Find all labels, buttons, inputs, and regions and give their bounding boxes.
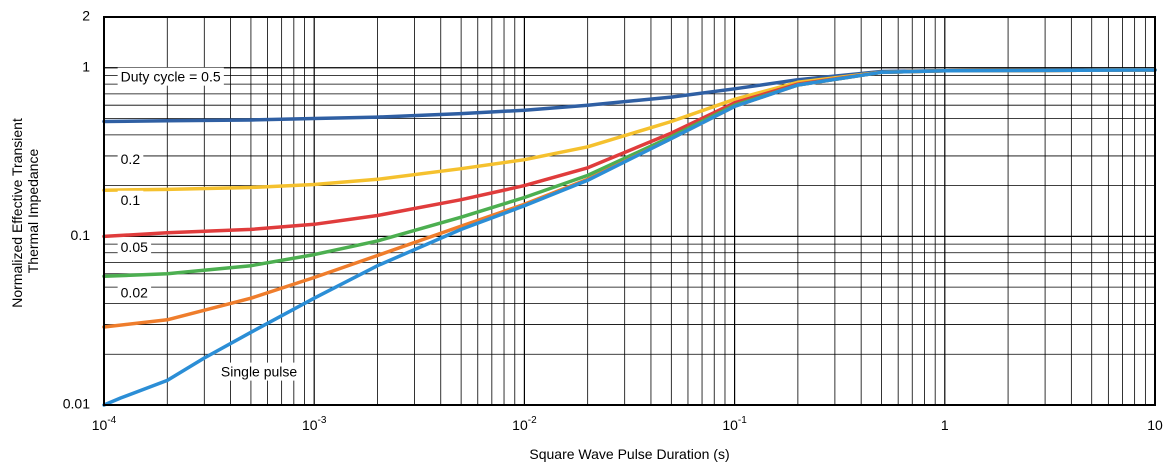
y-tick-label: 0.01 <box>63 396 90 412</box>
x-tick-labels: 10-4 10-3 10-2 10-1 1 10 <box>92 415 1163 433</box>
y-axis-title: Normalized Effective Transient Thermal I… <box>9 114 41 308</box>
series-label-0: Duty cycle = 0.5 <box>121 69 221 85</box>
series-label-5: Single pulse <box>221 364 297 380</box>
series-lines <box>102 68 1157 407</box>
y-tick-label: 2 <box>82 8 90 24</box>
series-label-1: 0.2 <box>121 151 141 167</box>
plot-frame <box>103 16 1156 406</box>
x-tick-label: 10 <box>1147 417 1163 433</box>
x-tick-label: 10-3 <box>302 415 327 433</box>
x-axis-title: Square Wave Pulse Duration (s) <box>529 446 729 462</box>
series-label-2: 0.1 <box>121 192 141 208</box>
y-axis-title-line-2: Thermal Impedance <box>25 149 41 274</box>
series-label-bg-4 <box>117 283 152 302</box>
series-label-3: 0.05 <box>121 239 148 255</box>
series-line-0 <box>102 68 1157 124</box>
x-tick-label: 1 <box>941 417 949 433</box>
y-tick-labels: 0.01 0.1 1 2 <box>63 8 90 412</box>
x-tick-label: 10-4 <box>92 415 117 433</box>
series-label-4: 0.02 <box>121 285 148 301</box>
series-line-5 <box>102 68 1157 407</box>
series-line-4 <box>102 68 1157 329</box>
grid-lines <box>104 17 1155 405</box>
series-label-bg-3 <box>117 237 152 256</box>
series-line-1 <box>102 68 1157 192</box>
series-label-bg-2 <box>117 190 144 209</box>
y-axis-title-line-1: Normalized Effective Transient <box>9 118 25 308</box>
x-tick-label: 10-2 <box>512 415 537 433</box>
series-label-bg-5 <box>217 362 301 381</box>
y-tick-label: 0.1 <box>71 227 91 243</box>
y-tick-label: 1 <box>82 58 90 74</box>
series-labels: Duty cycle = 0.5 0.2 0.1 0.05 0.02 Single pul… <box>117 67 301 381</box>
series-label-bg-1 <box>117 150 144 169</box>
series-line-2 <box>102 68 1157 239</box>
x-tick-label: 10-1 <box>722 415 747 433</box>
series-label-bg-0 <box>117 67 224 86</box>
